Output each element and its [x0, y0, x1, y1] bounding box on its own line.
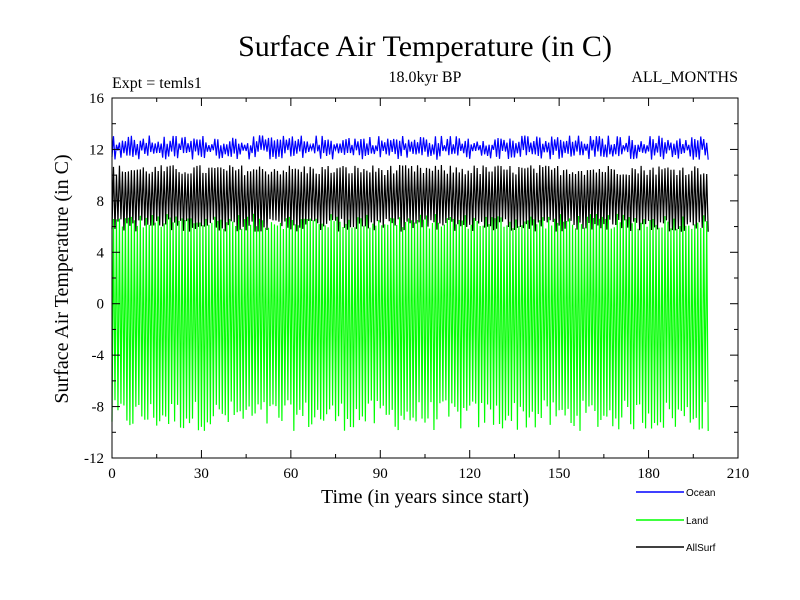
y-tick-label: -8	[92, 400, 105, 416]
x-tick-label: 180	[637, 466, 660, 482]
y-tick-label: 12	[89, 142, 104, 158]
chart-title: Surface Air Temperature (in C)	[238, 30, 612, 63]
series-line-allsurf	[111, 164, 709, 232]
y-tick-label: 16	[89, 91, 105, 107]
x-tick-label: 90	[373, 466, 388, 482]
series-line-land	[111, 213, 709, 432]
plot-area: 0 30 60 90 120 150 180 210 16 12 8 4 0 -4 -8 -12	[84, 91, 749, 482]
legend: Ocean Land AllSurf	[636, 488, 716, 554]
legend-item-ocean: Ocean	[636, 488, 715, 499]
y-tick-label: -4	[92, 348, 105, 364]
legend-label: Ocean	[686, 488, 715, 499]
x-tick-label: 150	[548, 466, 571, 482]
x-tick-label: 120	[458, 466, 481, 482]
experiment-label: Expt = temls1	[112, 75, 202, 92]
y-tick-label: -12	[84, 451, 104, 467]
legend-item-allsurf: AllSurf	[636, 543, 716, 554]
x-tick-label: 210	[727, 466, 750, 482]
x-axis-label: Time (in years since start)	[321, 486, 529, 508]
legend-label: Land	[686, 516, 708, 527]
legend-item-land: Land	[636, 516, 708, 527]
y-axis-label: Surface Air Temperature (in C)	[51, 154, 73, 403]
x-tick-label: 0	[108, 466, 116, 482]
y-tick-label: 0	[97, 297, 105, 313]
y-tick-label: 4	[97, 245, 105, 261]
y-tick-label: 8	[97, 194, 105, 210]
chart-subtitle: 18.0kyr BP	[389, 69, 462, 86]
x-tick-label: 60	[283, 466, 298, 482]
months-label: ALL_MONTHS	[631, 69, 738, 86]
legend-label: AllSurf	[686, 543, 716, 554]
series-line-ocean	[111, 135, 709, 160]
x-tick-label: 30	[194, 466, 209, 482]
